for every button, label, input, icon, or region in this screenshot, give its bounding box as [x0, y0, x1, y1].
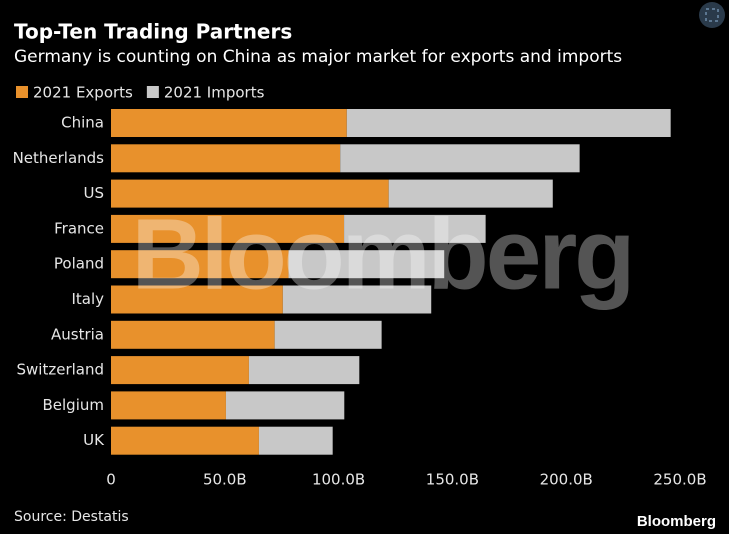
y-tick-label: Belgium	[43, 396, 105, 414]
y-tick-label: China	[61, 114, 104, 132]
legend-label: 2021 Exports	[33, 84, 133, 102]
bar	[346, 109, 671, 137]
y-tick-label: Switzerland	[17, 361, 105, 379]
x-tick-label: 100.0B	[312, 471, 365, 489]
bar	[344, 214, 486, 243]
bar	[111, 320, 275, 349]
chart-subtitle: Germany is counting on China as major ma…	[14, 47, 622, 67]
bar	[248, 356, 360, 385]
bar	[288, 250, 445, 279]
y-tick-label: Italy	[71, 290, 104, 308]
legend-swatch	[16, 86, 28, 98]
y-tick-label: US	[83, 184, 104, 202]
bar	[388, 179, 553, 208]
bar	[111, 214, 345, 243]
y-tick-label: UK	[83, 431, 105, 449]
bar	[111, 285, 283, 314]
y-tick-label: Netherlands	[13, 149, 105, 167]
legend-label: 2021 Imports	[164, 84, 265, 102]
icon-glyph[interactable]	[705, 8, 719, 22]
x-tick-label: 150.0B	[426, 471, 479, 489]
bar	[258, 426, 333, 455]
logo: Bloomberg	[637, 513, 716, 530]
chart-title: Top-Ten Trading Partners	[14, 20, 292, 44]
bar	[111, 179, 389, 208]
source: Source: Destatis	[14, 509, 129, 525]
bar	[111, 426, 259, 455]
bar	[111, 109, 347, 137]
watermark: Bloomberg	[132, 198, 633, 310]
y-tick-label: Poland	[54, 255, 104, 273]
y-tick-label: France	[54, 219, 104, 237]
bar	[225, 391, 345, 420]
bar	[111, 144, 341, 173]
bar	[111, 250, 289, 279]
bar	[111, 356, 249, 385]
icon-bg[interactable]	[699, 2, 725, 28]
y-tick-label: Austria	[51, 325, 104, 343]
x-tick-label: 50.0B	[203, 471, 247, 489]
legend-swatch	[146, 86, 159, 98]
bar	[340, 144, 580, 173]
bar	[111, 391, 226, 420]
x-tick-label: 200.0B	[540, 471, 593, 489]
bar	[282, 285, 432, 314]
expand-icon[interactable]	[699, 2, 725, 28]
bar	[274, 320, 382, 349]
plot: 2021 Exports 2021 Imports 0 50.0B 100.0B 150.…	[13, 84, 707, 489]
x-tick-label: 250.0B	[653, 471, 706, 489]
x-tick-label: 0	[106, 471, 116, 489]
